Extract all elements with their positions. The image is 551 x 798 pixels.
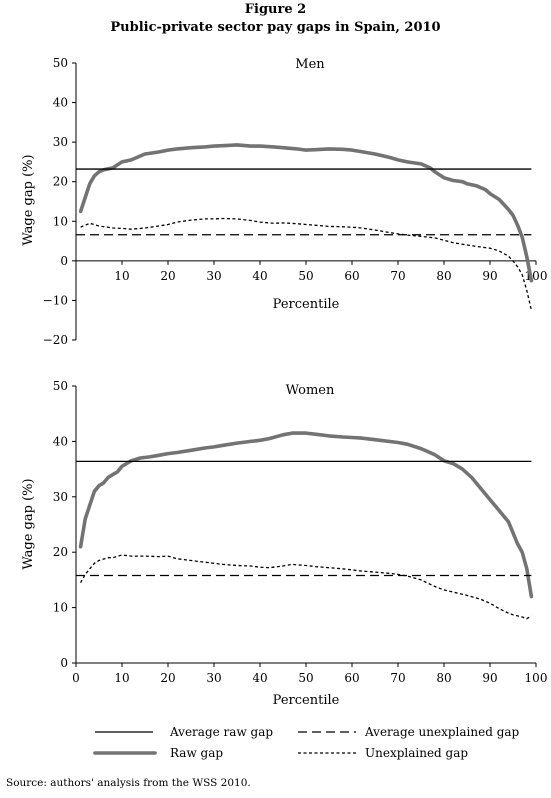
x-axis-label-women: Percentile <box>273 693 340 708</box>
x-tick-label-women: 50 <box>298 671 313 685</box>
x-tick-label-women: 20 <box>160 671 175 685</box>
x-tick-label-men: 60 <box>344 269 359 283</box>
legend-label-avg-unexpl: Average unexplained gap <box>364 725 520 739</box>
y-tick-label-women: 20 <box>53 545 68 559</box>
x-tick-label-women: 70 <box>390 671 405 685</box>
panel-title-women: Women <box>286 383 335 398</box>
series-unexpl-women <box>80 554 532 620</box>
y-tick-label-women: 40 <box>53 434 68 448</box>
chart-panel-women: 0 10 20 30 40 50 0 10 20 30 40 50 60 70 80 90 100 Women Pe… <box>21 379 547 708</box>
legend-label-raw: Raw gap <box>170 746 223 760</box>
y-axis-label-women: Wage gap (%) <box>21 478 36 569</box>
legend-label-unexpl: Unexplained gap <box>365 746 468 760</box>
series-raw-men <box>78 143 534 283</box>
y-tick-label-women: 30 <box>53 490 68 504</box>
y-tick-label-men: 10 <box>53 214 68 228</box>
x-tick-label-men: 30 <box>206 269 221 283</box>
y-tick-label-men: −20 <box>43 333 68 347</box>
y-tick-label-men: 0 <box>60 254 68 268</box>
x-tick-label-women: 40 <box>252 671 267 685</box>
x-tick-label-women: 60 <box>344 671 359 685</box>
x-axis-label-men: Percentile <box>273 297 340 312</box>
x-tick-label-men: 50 <box>298 269 313 283</box>
panel-title-men: Men <box>295 57 325 72</box>
x-tick-label-women: 80 <box>436 671 451 685</box>
y-tick-label-women: 10 <box>53 601 68 615</box>
y-tick-label-men: 40 <box>53 96 68 110</box>
figure-label: Figure 2 <box>244 2 307 17</box>
x-tick-label-men: 80 <box>436 269 451 283</box>
series-raw-women <box>78 431 534 599</box>
y-tick-label-women: 0 <box>60 656 68 670</box>
y-tick-label-women: 50 <box>53 379 68 393</box>
y-tick-label-men: 30 <box>53 135 68 149</box>
x-tick-label-men: 20 <box>160 269 175 283</box>
x-tick-label-men: 70 <box>390 269 405 283</box>
x-tick-label-men: 40 <box>252 269 267 283</box>
x-tick-label-women: 0 <box>72 671 80 685</box>
x-tick-label-men: 90 <box>482 269 497 283</box>
x-tick-label-women: 90 <box>482 671 497 685</box>
source-note: Source: authors' analysis from the WSS 2… <box>6 777 251 789</box>
y-tick-label-men: 20 <box>53 175 68 189</box>
y-tick-label-men: 50 <box>53 56 68 70</box>
x-tick-label-women: 10 <box>114 671 129 685</box>
y-axis-label-men: Wage gap (%) <box>21 154 36 245</box>
x-tick-label-women: 30 <box>206 671 221 685</box>
legend: Average raw gap Average unexplained gap Ra… <box>93 725 520 760</box>
figure-title: Public-private sector pay gaps in Spain,… <box>110 20 441 35</box>
legend-label-avg-raw: Average raw gap <box>169 725 273 739</box>
x-tick-label-women: 100 <box>525 671 548 685</box>
y-tick-label-men: −10 <box>43 293 68 307</box>
x-tick-label-men: 10 <box>114 269 129 283</box>
